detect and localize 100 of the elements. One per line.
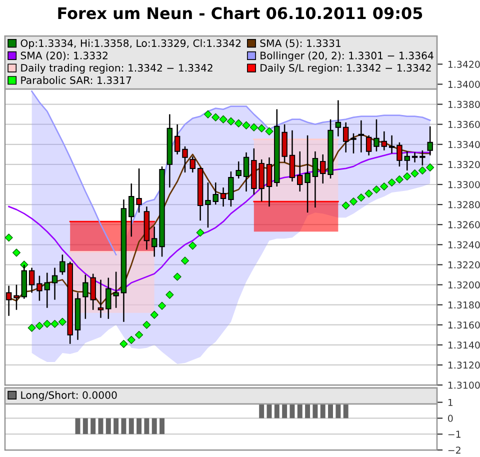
point	[188, 242, 197, 250]
legend-label: Bollinger (20, 2): 1.3301 − 1.3364	[260, 51, 434, 62]
candlestick	[128, 182, 134, 238]
candlestick	[350, 132, 356, 154]
point	[173, 272, 182, 281]
candlestick	[151, 226, 158, 258]
candlestick	[342, 122, 349, 154]
point	[372, 185, 381, 194]
point	[226, 117, 235, 126]
point	[58, 318, 66, 326]
candlestick	[412, 152, 418, 164]
point	[158, 302, 166, 310]
point	[35, 322, 44, 330]
point	[357, 194, 366, 202]
candlestick	[228, 170, 234, 208]
legend-label: Op:1.3334, Hi:1.3358, Lo:1.3329, Cl:1.3342	[20, 39, 241, 49]
candlestick	[420, 150, 426, 166]
y-tick-label: 1.3260	[448, 221, 480, 228]
y-tick-label: 1.3220	[448, 261, 480, 268]
y-tick-label: 1.3200	[448, 281, 480, 288]
y-tick-label: 1.3160	[448, 321, 480, 329]
point	[212, 113, 220, 122]
candlestick	[182, 146, 188, 174]
point	[380, 182, 388, 191]
legend-label: Parabolic SAR: 1.3317	[21, 76, 132, 84]
point	[142, 320, 151, 329]
candlestick	[381, 130, 387, 152]
point	[426, 163, 434, 172]
candlestick	[6, 285, 12, 316]
point	[196, 228, 204, 237]
candlestick	[136, 168, 142, 214]
chart-title: Forex um Neun - Chart 06.10.2011 09:05	[58, 6, 422, 20]
point	[388, 178, 396, 187]
point	[127, 336, 136, 344]
candlestick	[190, 156, 196, 174]
point	[4, 234, 13, 242]
candlestick	[335, 100, 342, 137]
y-tick-label: 1.3360	[448, 120, 480, 128]
y-tick-label: 1.3300	[448, 181, 480, 188]
point	[410, 169, 419, 178]
point	[180, 256, 190, 265]
candlestick	[44, 272, 50, 308]
y-tick-label: 1.3340	[448, 140, 480, 148]
point	[418, 166, 426, 174]
point	[166, 290, 174, 299]
candlestick	[320, 154, 326, 184]
point	[43, 320, 52, 328]
candlestick	[212, 182, 218, 206]
candlestick	[289, 130, 296, 182]
point	[150, 310, 158, 319]
point	[349, 198, 358, 206]
point	[12, 248, 21, 257]
candlestick	[312, 150, 318, 208]
point	[265, 127, 274, 136]
y-tick-label: 1.3180	[448, 301, 480, 309]
candlestick	[98, 279, 104, 318]
y-tick-label: 1.3240	[448, 241, 480, 248]
point	[120, 340, 128, 348]
legend-label: Daily trading region: 1.3342 − 1.3342	[21, 64, 212, 74]
candlestick	[297, 150, 303, 192]
candlestick	[396, 142, 402, 168]
candlestick	[427, 126, 433, 156]
y-tick-label: 1.3380	[448, 100, 480, 108]
candlestick	[174, 124, 180, 156]
candlestick	[266, 156, 272, 208]
candlestick	[358, 120, 364, 154]
point	[395, 175, 404, 184]
candlestick	[28, 267, 35, 294]
point	[403, 172, 412, 180]
point	[258, 124, 266, 132]
point	[242, 121, 250, 130]
y-tick-label: 1.3320	[448, 161, 480, 168]
candlestick	[220, 186, 226, 208]
legend-label: SMA (20): 1.3332	[20, 52, 108, 61]
candlestick	[52, 267, 58, 300]
y-tick-label: 1	[448, 399, 453, 406]
point	[135, 330, 144, 339]
legend-label: SMA (5): 1.3331	[260, 39, 340, 48]
candlestick	[36, 275, 42, 302]
legend-label: Daily S/L region: 1.3342 − 1.3342	[260, 64, 431, 74]
y-tick-label: 1.3120	[448, 362, 480, 369]
y-tick-label: −2	[448, 446, 460, 454]
y-tick-label: −1	[448, 430, 460, 438]
candlestick	[366, 134, 372, 156]
y-tick-label: 1.3400	[448, 80, 480, 88]
y-tick-label: 1.3100	[448, 382, 480, 389]
point	[342, 202, 350, 210]
point	[234, 119, 243, 128]
point	[250, 123, 258, 132]
candlestick	[14, 284, 20, 310]
candlestick	[304, 134, 310, 214]
point	[204, 110, 212, 118]
point	[219, 115, 228, 124]
point	[28, 324, 36, 332]
point	[50, 320, 59, 328]
y-tick-label: 1.3280	[448, 201, 480, 208]
candlestick	[404, 150, 410, 172]
candlestick	[374, 118, 380, 152]
legend-label: Long/Short: 0.0000	[21, 391, 117, 401]
candlestick	[388, 134, 395, 154]
